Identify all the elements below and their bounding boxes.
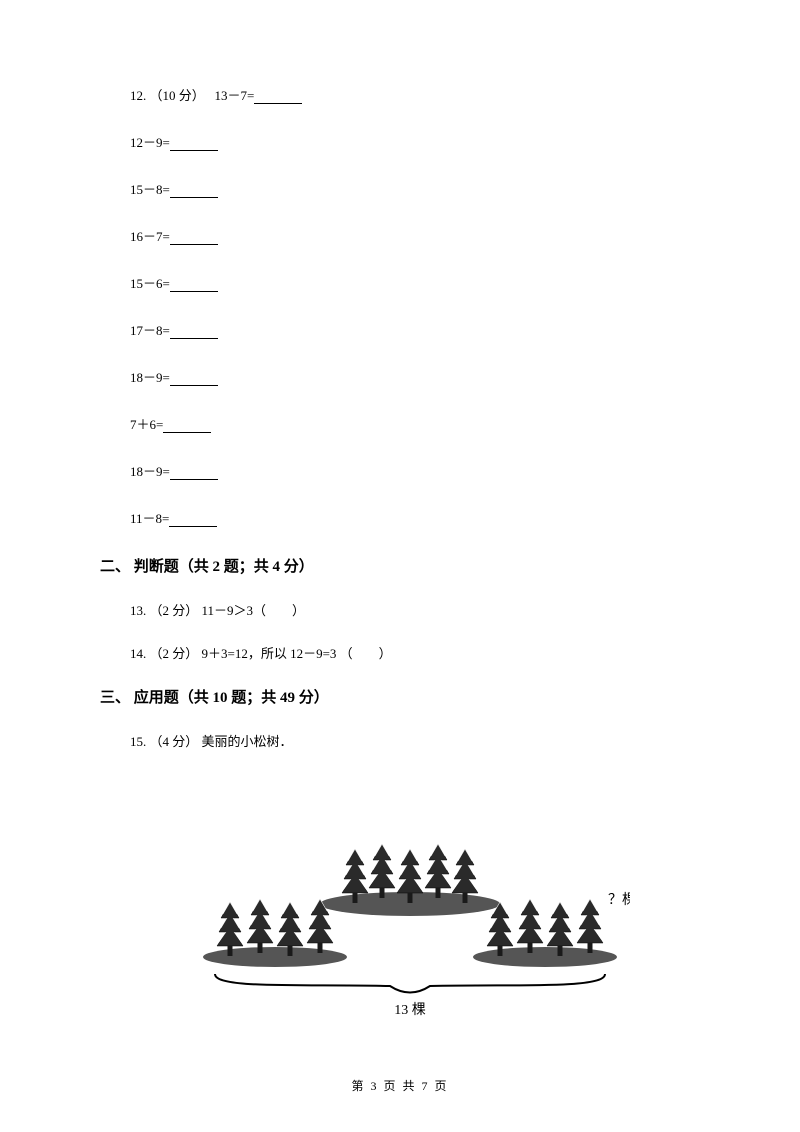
expr: 11－8= <box>130 511 169 526</box>
q12-sub: 18－9= <box>130 367 700 386</box>
q12-sub: 18－9= <box>130 461 700 480</box>
expr: 15－6= <box>130 276 170 291</box>
blank <box>170 233 218 245</box>
q12-sub: 7＋6= <box>130 414 700 433</box>
expr: 16－7= <box>130 229 170 244</box>
question-14: 14. （2 分） 9＋3=12，所以 12－9=3 （ ） <box>130 643 700 662</box>
q12-sub: 12－9= <box>130 132 700 151</box>
blank <box>170 139 218 151</box>
blank <box>170 327 218 339</box>
blank <box>170 186 218 198</box>
page-footer: 第 3 页 共 7 页 <box>0 1077 800 1094</box>
label-total: 13 棵 <box>394 1002 426 1018</box>
q12-sub: 11－8= <box>130 508 700 527</box>
q12-sub: 16－7= <box>130 226 700 245</box>
expr: 15－8= <box>130 182 170 197</box>
question-15: 15. （4 分） 美丽的小松树． <box>130 731 700 750</box>
blank <box>254 92 302 104</box>
expr: 17－8= <box>130 323 170 338</box>
section-2-title: 二、 判断题（共 2 题；共 4 分） <box>100 555 700 576</box>
q12-sub: 15－8= <box>130 179 700 198</box>
blank <box>170 374 218 386</box>
blank <box>163 421 211 433</box>
pine-tree-svg: ？棵 13 棵 <box>190 774 630 1024</box>
q12-sub: 15－6= <box>130 273 700 292</box>
q12-pts: （10 分） <box>150 88 205 103</box>
question-12: 12. （10 分） 13－7= <box>130 85 700 104</box>
label-unknown: ？棵 <box>608 892 630 908</box>
pine-tree-figure: ？棵 13 棵 <box>190 774 610 1024</box>
expr: 12－9= <box>130 135 170 150</box>
question-13: 13. （2 分） 11－9＞3（ ） <box>130 600 700 619</box>
expr: 7＋6= <box>130 417 163 432</box>
blank <box>170 468 218 480</box>
expr: 18－9= <box>130 370 170 385</box>
q12-sub: 17－8= <box>130 320 700 339</box>
blank <box>170 280 218 292</box>
blank <box>169 515 217 527</box>
q12-num: 12. <box>130 88 146 103</box>
q12-first: 13－7= <box>215 88 255 103</box>
section-3-title: 三、 应用题（共 10 题；共 49 分） <box>100 686 700 707</box>
expr: 18－9= <box>130 464 170 479</box>
